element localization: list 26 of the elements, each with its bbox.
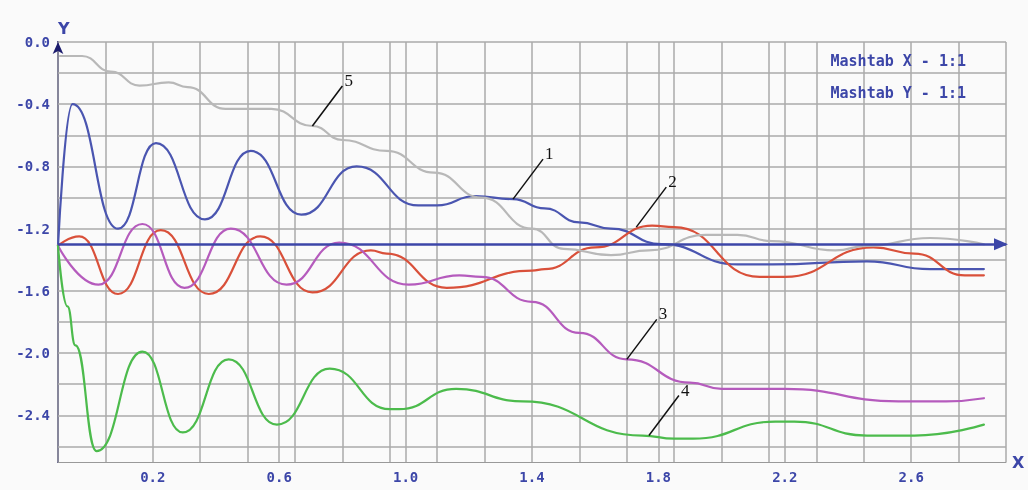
annotation: 2 [668, 172, 677, 192]
y-axis-title: Y [57, 18, 70, 38]
line-series [56, 244, 985, 453]
x-axis-title: X [1012, 452, 1025, 472]
annotation: 1 [545, 144, 554, 164]
annotation: 3 [658, 304, 668, 324]
x-tick-label: 0.2 [140, 469, 166, 485]
y-tick-label: -0.4 [16, 96, 50, 113]
y-tick-label: -1.2 [16, 220, 50, 237]
x-tick-label: 1.0 [392, 469, 419, 485]
x-tick-label: 1.4 [519, 469, 545, 485]
annotation: 5 [344, 71, 353, 90]
annotation: Mashtab X - 1:1 [830, 52, 966, 70]
y-tick-label: -2.0 [16, 345, 50, 362]
line-series [56, 103, 985, 271]
x-tick-label: 1.8 [645, 469, 672, 485]
annotation: 4 [680, 380, 690, 400]
x-tick-label: 2.2 [772, 469, 798, 485]
y-tick-label: -1.6 [16, 282, 50, 299]
line-series [56, 222, 985, 403]
annotation: Mashtab Y - 1:1 [830, 84, 966, 102]
y-tick-label: 0.0 [24, 34, 50, 50]
y-tick-label: -0.8 [16, 158, 50, 175]
x-tick-label: 2.6 [898, 469, 924, 485]
x-tick-label: 0.6 [266, 469, 292, 485]
y-tick-label: -2.4 [16, 407, 50, 424]
